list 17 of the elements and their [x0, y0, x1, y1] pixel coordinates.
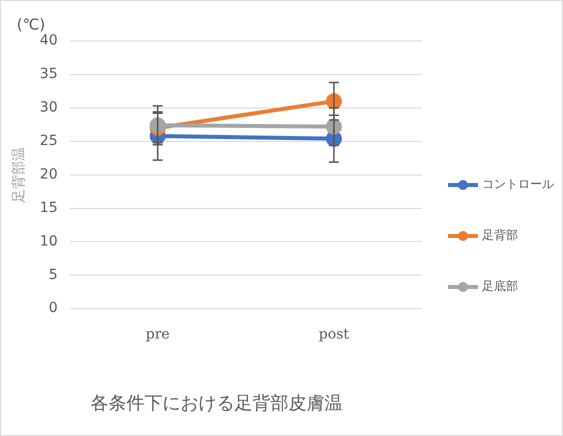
x-tick-label: pre — [146, 326, 170, 343]
y-tick-label: 30 — [40, 100, 58, 116]
text: (℃) — [16, 15, 46, 34]
x-tick-label: post — [318, 326, 350, 343]
y-tick-label: 25 — [40, 132, 58, 149]
y-tick-label: 5 — [48, 266, 58, 283]
y-tick-label: 20 — [40, 166, 58, 182]
y-tick-label: 40 — [40, 32, 58, 49]
legend-label: 足底部 — [482, 278, 518, 295]
y-tick-label: 35 — [40, 66, 58, 82]
y-tick-label: 15 — [40, 200, 58, 216]
y-tick-label: 0 — [48, 300, 58, 316]
legend-label: コントロール — [482, 176, 554, 193]
legend-label: 足背部 — [482, 227, 518, 244]
text: 各条件下における足背部皮膚温 — [90, 392, 342, 414]
y-tick-label: 10 — [40, 233, 58, 250]
y-axis-title: 足背部温 — [11, 146, 28, 203]
